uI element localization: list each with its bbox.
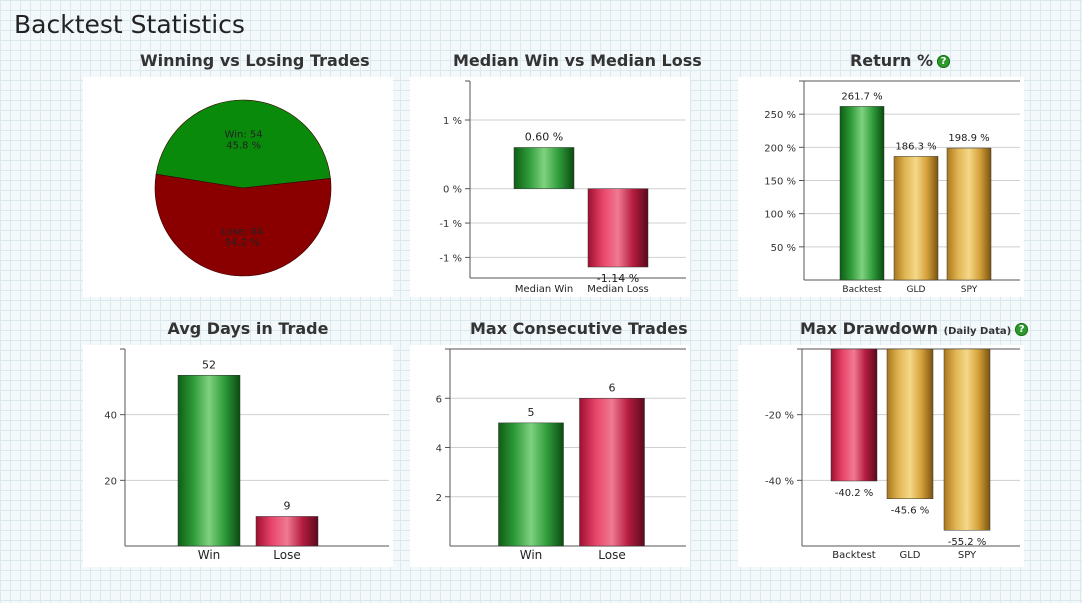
x-tick-label: GLD (899, 550, 920, 561)
bar-gld (893, 156, 939, 281)
y-tick-label: 50 % (771, 243, 796, 254)
y-tick-label: 250 % (764, 110, 796, 121)
y-tick-label: 0 % (443, 185, 462, 196)
pie-percent-label: 54.2 % (225, 237, 260, 248)
data-label: 6 (609, 381, 616, 394)
chart-panel-median: 1 % 0 % -1 % -1 % 0.60 % Median Win -1.14 % Med… (410, 77, 690, 297)
y-tick-label: 150 % (764, 177, 796, 188)
data-label: -1.14 % (597, 272, 639, 285)
x-tick-label: Median Win (515, 284, 573, 295)
bar-lose (255, 516, 319, 547)
y-tick-label: -1 % (439, 253, 462, 264)
chart-title-avg-days: Avg Days in Trade (167, 319, 329, 338)
y-tick-label: 20 (104, 476, 117, 487)
y-tick-label: -20 % (765, 411, 794, 422)
x-tick-label: Win (198, 548, 221, 562)
x-tick-label: SPY (958, 550, 977, 561)
bar-spy (943, 348, 991, 531)
pie-label: Win: 54 (225, 130, 263, 141)
y-tick-label: 100 % (764, 210, 796, 221)
x-tick-label: Lose (273, 548, 300, 562)
x-tick-label: Win (520, 548, 543, 562)
bar-win (498, 422, 564, 547)
data-label: 5 (528, 406, 535, 419)
y-tick-label: 4 (436, 444, 442, 455)
chart-title-return: Return %? (840, 51, 960, 70)
data-label: -40.2 % (835, 488, 874, 499)
chart-title-winning-losing: Winning vs Losing Trades (140, 51, 370, 70)
y-tick-label: 200 % (764, 143, 796, 154)
data-label: -45.6 % (891, 506, 930, 517)
bar-median-loss (587, 188, 649, 268)
chart-title-max-consecutive: Max Consecutive Trades (470, 319, 688, 338)
chart-panel-return: 250 % 200 % 150 % 100 % 50 % 261.7 % Backtest 1… (738, 77, 1024, 297)
data-label: -55.2 % (948, 537, 987, 548)
pie-label: Lose: 64 (221, 226, 263, 237)
bar-median-win (513, 147, 575, 189)
x-tick-label: Median Loss (587, 284, 648, 295)
data-label: 0.60 % (525, 130, 563, 143)
help-icon[interactable]: ? (937, 55, 951, 68)
chart-title-median: Median Win vs Median Loss (453, 51, 702, 70)
x-tick-label: GLD (907, 285, 926, 295)
chart-title-max-drawdown: Max Drawdown (Daily Data)? (800, 319, 1029, 338)
bar-spy (946, 147, 992, 281)
y-tick-label: -40 % (765, 476, 794, 487)
y-tick-label: 6 (436, 394, 442, 405)
data-label: 186.3 % (895, 141, 936, 152)
bar-chart-max-drawdown: -20 % -40 % -40.2 % Backtest -45.6 % GLD -55.2… (765, 348, 1020, 561)
y-tick-label: -1 % (439, 219, 462, 230)
bar-gld (886, 348, 934, 499)
bar-backtest (839, 106, 885, 281)
pie-slice-lose (154, 173, 332, 277)
y-tick-label: 40 (104, 411, 117, 422)
data-label: 198.9 % (948, 133, 989, 144)
chart-panel-winning-losing: Win: 54 45.8 % Lose: 64 54.2 % (83, 77, 393, 297)
chart-panel-avg-days: 40 20 52 Win 9 Lose (83, 345, 393, 567)
bar-win (177, 375, 241, 547)
bar-chart-median: 1 % 0 % -1 % -1 % 0.60 % Median Win -1.14 %Med… (439, 80, 686, 295)
data-label: 9 (284, 499, 291, 512)
bar-chart-return: 250 % 200 % 150 % 100 % 50 % 261.7 % Backtest 1… (764, 80, 1020, 295)
data-label: 261.7 % (841, 91, 882, 102)
pie-slice-win (155, 99, 331, 189)
x-tick-label: Lose (598, 548, 625, 562)
bar-backtest (830, 348, 878, 482)
y-tick-label: 2 (436, 493, 442, 504)
x-tick-label: Backtest (832, 550, 876, 561)
x-tick-label: Backtest (842, 285, 882, 295)
y-tick-label: 1 % (443, 116, 462, 127)
chart-panel-max-drawdown: -20 % -40 % -40.2 % Backtest -45.6 % GLD -55.2… (738, 345, 1024, 567)
help-icon[interactable]: ? (1015, 323, 1029, 336)
x-tick-label: SPY (961, 285, 978, 295)
data-label: 52 (202, 358, 216, 371)
bar-lose (579, 398, 645, 547)
pie-percent-label: 45.8 % (226, 141, 261, 152)
bar-chart-avg-days: 40 20 52 Win 9 Lose (104, 348, 389, 562)
chart-panel-max-consecutive: 6 4 2 5 Win 6 Lose (410, 345, 690, 567)
page-title: Backtest Statistics (14, 10, 245, 39)
bar-chart-max-consecutive: 6 4 2 5 Win 6 Lose (436, 348, 686, 562)
